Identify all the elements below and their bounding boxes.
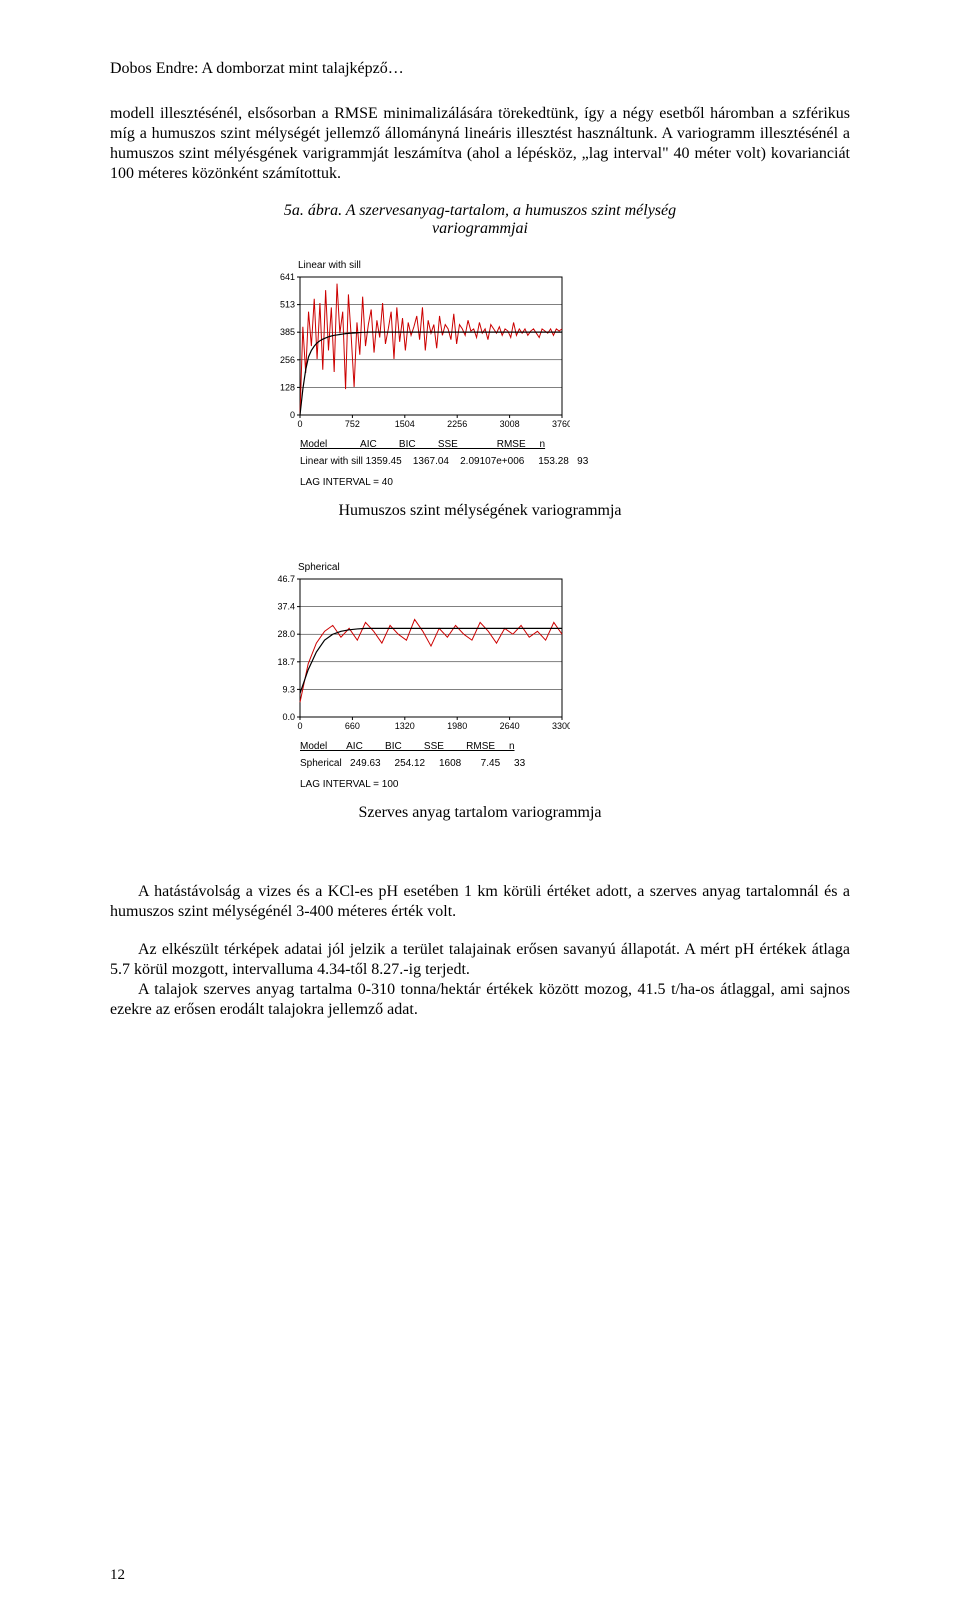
figure-caption: 5a. ábra. A szervesanyag-tartalom, a hum… (240, 202, 720, 238)
svg-text:256: 256 (280, 355, 295, 365)
svg-text:128: 128 (280, 382, 295, 392)
svg-text:0: 0 (297, 721, 302, 731)
svg-text:641: 641 (280, 273, 295, 282)
svg-text:18.7: 18.7 (277, 657, 295, 667)
svg-text:1504: 1504 (395, 419, 415, 429)
chart-2-sub-caption: Szerves anyag tartalom variogrammja (110, 804, 850, 822)
svg-text:37.4: 37.4 (277, 602, 295, 612)
svg-text:0: 0 (290, 410, 295, 420)
paragraph-4: A talajok szerves anyag tartalma 0-310 t… (110, 980, 850, 1020)
paragraph-3: Az elkészült térképek adatai jól jelzik … (110, 940, 850, 980)
chart-2-lag: LAG INTERVAL = 100 (300, 779, 690, 790)
chart-2-svg: 0.0 9.3 18.7 28.0 37.4 46.7 0 660 1320 1980 2640 33… (270, 575, 570, 735)
svg-text:1980: 1980 (447, 721, 467, 731)
svg-text:513: 513 (280, 300, 295, 310)
svg-text:2640: 2640 (500, 721, 520, 731)
chart-2-block: Spherical 0.0 9.3 18.7 28.0 37.4 46.7 0 660 1320… (270, 562, 690, 790)
svg-text:46.7: 46.7 (277, 575, 295, 584)
svg-text:1320: 1320 (395, 721, 415, 731)
svg-text:385: 385 (280, 327, 295, 337)
chart-1-lag: LAG INTERVAL = 40 (300, 477, 690, 488)
svg-text:660: 660 (345, 721, 360, 731)
svg-text:0.0: 0.0 (282, 712, 295, 722)
chart-1-title: Linear with sill (298, 260, 690, 271)
svg-text:3008: 3008 (500, 419, 520, 429)
chart-1-sub-caption: Humuszos szint mélységének variogrammja (110, 502, 850, 520)
chart-2-stats-row: Spherical 249.63 254.12 1608 7.45 33 (300, 758, 690, 769)
svg-text:2256: 2256 (447, 419, 467, 429)
page-number: 12 (110, 1567, 125, 1584)
running-header: Dobos Endre: A domborzat mint talajképző… (110, 60, 850, 78)
svg-text:3300: 3300 (552, 721, 570, 731)
chart-2-title: Spherical (298, 562, 690, 573)
chart-1-block: Linear with sill 0 128 256 385 513 641 0 752 150… (270, 260, 690, 488)
svg-text:752: 752 (345, 419, 360, 429)
chart-1-stats-header: Model AIC BIC SSE RMSE n (300, 439, 690, 450)
svg-text:0: 0 (297, 419, 302, 429)
chart-1-stats-row: Linear with sill 1359.45 1367.04 2.09107… (300, 456, 690, 467)
chart-1-svg: 0 128 256 385 513 641 0 752 1504 2256 3008 3760 (270, 273, 570, 433)
paragraph-1: modell illesztésénél, elsősorban a RMSE … (110, 104, 850, 184)
svg-text:3760: 3760 (552, 419, 570, 429)
chart-2-stats-header: Model AIC BIC SSE RMSE n (300, 741, 690, 752)
svg-text:9.3: 9.3 (282, 684, 295, 694)
svg-text:28.0: 28.0 (277, 629, 295, 639)
paragraph-2: A hatástávolság a vizes és a KCl-es pH e… (110, 882, 850, 922)
